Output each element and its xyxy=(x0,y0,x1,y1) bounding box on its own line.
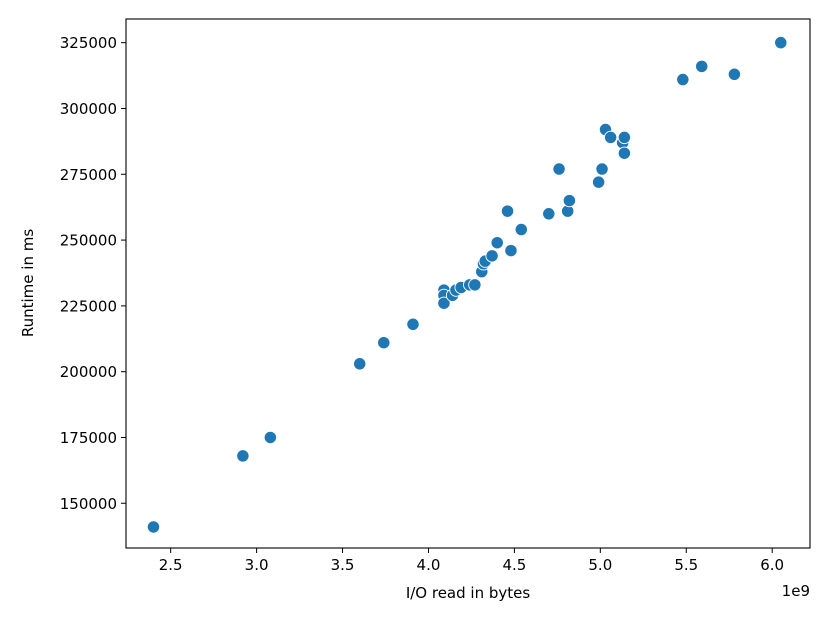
data-point xyxy=(485,249,499,263)
data-point xyxy=(552,162,566,176)
data-point xyxy=(617,130,632,145)
x-axis-label: I/O read in bytes xyxy=(406,584,531,602)
x-tick-label: 5.0 xyxy=(588,556,612,574)
y-tick-label: 225000 xyxy=(60,297,117,315)
plot-frame xyxy=(125,18,811,549)
data-point xyxy=(591,175,606,189)
x-axis-offset-label: 1e9 xyxy=(782,582,810,600)
x-tick-label: 4.5 xyxy=(502,556,526,574)
y-tick-label: 200000 xyxy=(60,363,117,381)
data-point xyxy=(504,243,518,258)
data-point xyxy=(146,520,161,534)
y-tick-label: 275000 xyxy=(60,166,117,184)
data-point xyxy=(490,236,504,250)
x-tick-label: 4.0 xyxy=(417,556,441,574)
data-point xyxy=(437,296,451,310)
data-point xyxy=(377,336,391,350)
x-tick-label: 3.5 xyxy=(331,556,355,574)
data-point xyxy=(514,222,528,237)
y-tick-label: 175000 xyxy=(60,429,117,447)
data-point xyxy=(353,357,367,371)
data-point xyxy=(236,449,250,463)
data-point xyxy=(500,204,515,218)
y-tick-label: 300000 xyxy=(60,100,117,118)
data-point xyxy=(542,207,556,221)
x-tick-label: 5.5 xyxy=(674,556,698,574)
data-point xyxy=(562,193,577,208)
data-points xyxy=(146,36,788,534)
y-axis-ticks: 150000 175000 200000 225000 250000 275000 3000… xyxy=(60,34,126,513)
y-tick-label: 150000 xyxy=(60,495,117,513)
data-point xyxy=(695,59,709,74)
data-point xyxy=(468,278,482,292)
x-tick-label: 3.0 xyxy=(245,556,269,574)
x-axis-ticks: 2.5 3.0 3.5 4.0 4.5 5.0 5.5 6.0 xyxy=(159,548,784,574)
data-point xyxy=(727,67,742,81)
y-axis-label: Runtime in ms xyxy=(19,229,37,337)
data-point xyxy=(676,72,690,87)
y-tick-label: 250000 xyxy=(60,232,117,250)
data-point xyxy=(603,130,618,145)
x-tick-label: 2.5 xyxy=(159,556,183,574)
x-tick-label: 6.0 xyxy=(760,556,784,574)
data-point xyxy=(595,162,609,176)
data-point xyxy=(774,36,788,50)
y-tick-label: 325000 xyxy=(60,34,117,52)
data-point xyxy=(617,146,632,160)
data-point xyxy=(406,317,420,331)
data-point xyxy=(263,430,278,445)
